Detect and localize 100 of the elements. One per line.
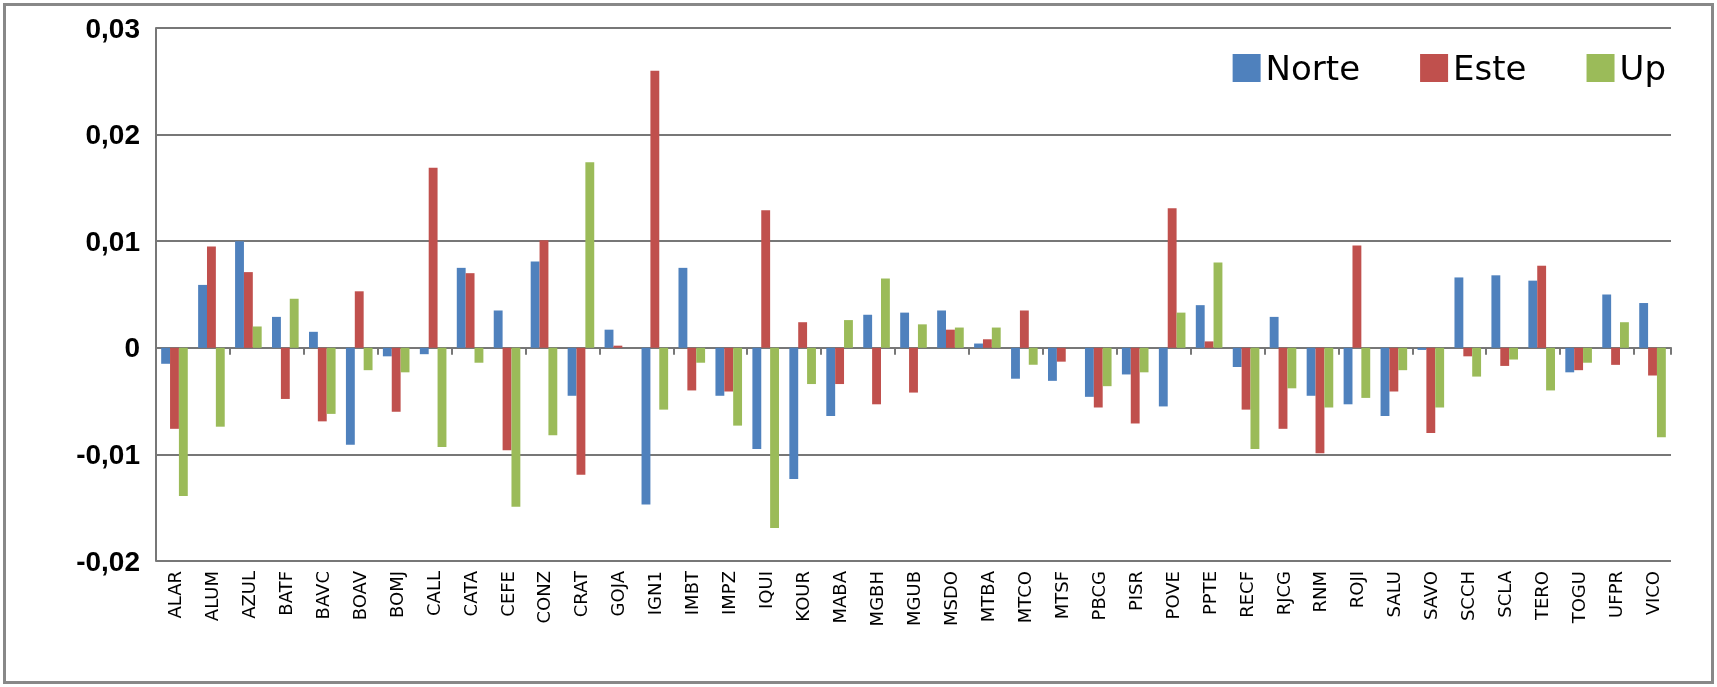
bar	[761, 210, 771, 348]
x-tick-label: MTSF	[1050, 571, 1072, 620]
bar	[641, 347, 651, 505]
bar	[789, 347, 799, 479]
x-tick-label: POVE	[1161, 571, 1183, 620]
bar	[170, 347, 179, 429]
bar	[493, 310, 503, 348]
x-tick-label: ROJI	[1346, 571, 1368, 609]
bar	[567, 347, 577, 396]
bar	[1426, 347, 1436, 434]
x-tick-label: MSDO	[939, 571, 961, 626]
bar	[1620, 322, 1629, 348]
bar	[1583, 347, 1592, 363]
bar	[235, 241, 244, 348]
bar	[1389, 347, 1399, 392]
y-tick-label: -0,01	[76, 438, 140, 470]
bar	[1398, 347, 1408, 371]
bar	[326, 347, 336, 414]
bar	[1537, 265, 1547, 348]
x-tick-label: MGUB	[903, 571, 924, 627]
bar	[1019, 310, 1029, 348]
x-tick-label: TOGU	[1568, 571, 1590, 625]
bar	[1232, 347, 1242, 367]
bar	[161, 347, 171, 364]
x-tick-label: IMPZ	[718, 571, 740, 616]
bar	[1204, 341, 1214, 348]
x-tick-label: RECF	[1235, 571, 1257, 618]
bar	[1176, 312, 1186, 348]
bar	[198, 284, 207, 348]
bar	[982, 339, 992, 348]
bar	[1528, 280, 1538, 348]
x-tick-label: PBCG	[1087, 571, 1109, 621]
x-tick-label: CALL	[422, 571, 444, 616]
bar	[502, 347, 512, 451]
bar	[585, 162, 595, 348]
x-tick-label: CEFE	[496, 571, 518, 617]
x-tick-label: BOMJ	[385, 571, 407, 619]
bar	[1158, 347, 1168, 407]
bar	[206, 246, 216, 348]
bar	[863, 314, 873, 348]
bar	[1352, 245, 1362, 348]
y-tick-label: 0,03	[85, 12, 140, 44]
bar	[872, 347, 881, 405]
bar	[1195, 305, 1205, 348]
bar	[798, 322, 808, 348]
x-tick-label: SCLA	[1494, 570, 1516, 618]
bar	[1500, 347, 1510, 366]
bar	[1102, 347, 1112, 387]
x-tick-label: BOAV	[348, 570, 370, 621]
x-tick-label: PISR	[1124, 571, 1146, 612]
bar	[474, 347, 484, 363]
x-tick-label: VICO	[1642, 571, 1664, 616]
bar	[1093, 347, 1103, 408]
x-tick-label: RJCG	[1272, 571, 1294, 616]
y-tick-label: 0	[124, 332, 140, 364]
bar	[1048, 347, 1057, 381]
bar	[1639, 303, 1649, 348]
x-tick-label: MTCO	[1013, 571, 1035, 624]
x-tick-label: MTBA	[976, 570, 998, 623]
bar	[1509, 347, 1519, 360]
bar	[1546, 347, 1555, 391]
bar	[807, 347, 816, 385]
bar	[428, 167, 438, 348]
x-tick-label: UFPR	[1605, 571, 1627, 618]
bar	[1472, 347, 1482, 377]
bar	[1278, 347, 1288, 429]
bar	[1380, 347, 1390, 417]
y-tick-label: 0,02	[85, 119, 140, 151]
bar	[272, 316, 281, 348]
bar	[937, 310, 947, 348]
legend-label: Up	[1619, 48, 1666, 88]
x-tick-label: GOJA	[607, 570, 629, 617]
bar	[1463, 347, 1473, 357]
bar	[1656, 347, 1666, 438]
bar	[880, 278, 890, 348]
bar	[826, 347, 836, 417]
bar	[178, 347, 188, 496]
bar	[1435, 347, 1445, 408]
x-tick-label: ALUM	[200, 571, 222, 622]
bar	[917, 324, 927, 348]
x-tick-label: CATA	[459, 570, 481, 617]
bar	[909, 347, 918, 393]
bar	[724, 347, 734, 392]
bar	[1361, 347, 1371, 398]
bar	[317, 347, 327, 422]
bar	[1602, 294, 1612, 348]
bar	[382, 347, 392, 357]
bar	[1306, 347, 1316, 396]
bar	[215, 347, 225, 427]
x-tick-label: IGN1	[644, 571, 666, 616]
legend-label: Este	[1453, 48, 1527, 88]
bar	[1139, 347, 1149, 373]
legend-label: Norte	[1265, 48, 1361, 88]
bar	[1315, 347, 1325, 454]
bar	[1287, 347, 1297, 389]
bar	[465, 273, 475, 348]
x-tick-label: BATF	[274, 571, 296, 616]
bar	[844, 320, 853, 348]
x-tick-label: AZUL	[237, 571, 259, 619]
x-tick-label: RNM	[1309, 571, 1331, 613]
